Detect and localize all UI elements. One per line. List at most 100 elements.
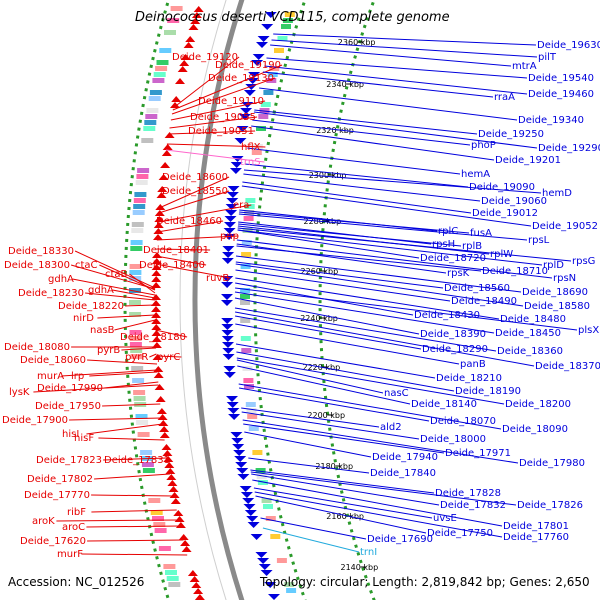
- right-gene-label[interactable]: Deide_18690: [522, 287, 588, 298]
- left-gene-label[interactable]: Deide_18220: [58, 301, 124, 312]
- left-gene-label[interactable]: Deide_18230: [18, 288, 84, 299]
- left-gene-label[interactable]: Deide_19055: [190, 112, 256, 123]
- left-gene-label[interactable]: Deide_18401: [143, 245, 209, 256]
- right-gene-label[interactable]: Deide_18580: [524, 301, 590, 312]
- right-gene-label[interactable]: Deide_18360: [497, 346, 563, 357]
- left-gene-label[interactable]: Deide_18550: [162, 186, 228, 197]
- left-gene-label[interactable]: Deide_18180: [120, 332, 186, 343]
- right-gene-label[interactable]: Deide_18210: [436, 373, 502, 384]
- right-gene-label[interactable]: Deide_18710: [482, 266, 548, 277]
- right-gene-label[interactable]: Deide_19052: [532, 221, 598, 232]
- right-gene-label[interactable]: Deide_18430: [414, 310, 480, 321]
- left-gene-label[interactable]: Deide_19190: [215, 60, 281, 71]
- right-gene-label[interactable]: uvsE: [433, 513, 457, 524]
- left-gene-label[interactable]: Deide_17823: [36, 455, 102, 466]
- right-gene-label[interactable]: phoP: [471, 140, 496, 151]
- right-gene-label[interactable]: Deide_17980: [519, 458, 585, 469]
- right-gene-label[interactable]: Deide_19012: [472, 208, 538, 219]
- right-gene-label[interactable]: Deide_17828: [435, 488, 501, 499]
- left-gene-label[interactable]: Deide_19110: [198, 96, 264, 107]
- left-gene-label[interactable]: lysK: [9, 387, 30, 398]
- right-gene-label[interactable]: nasC: [384, 388, 409, 399]
- right-gene-label[interactable]: Deide_18190: [455, 386, 521, 397]
- right-gene-label[interactable]: Deide_17940: [372, 452, 438, 463]
- right-gene-label[interactable]: Deide_17690: [367, 534, 433, 545]
- right-gene-label[interactable]: Deide_18390: [420, 329, 486, 340]
- right-gene-label[interactable]: rpsK: [447, 268, 470, 279]
- right-gene-label[interactable]: Deide_18720: [420, 253, 486, 264]
- left-gene-label[interactable]: Deide_17802: [27, 474, 93, 485]
- right-gene-label[interactable]: fusA: [470, 228, 492, 239]
- right-gene-label[interactable]: Deide_18480: [500, 314, 566, 325]
- right-gene-label[interactable]: Deide_18000: [420, 434, 486, 445]
- right-gene-label[interactable]: Deide_18140: [411, 399, 477, 410]
- right-gene-label[interactable]: Deide_19340: [518, 115, 584, 126]
- right-gene-label[interactable]: Deide_18370: [535, 361, 600, 372]
- right-gene-label[interactable]: Deide_18450: [495, 328, 561, 339]
- right-gene-label[interactable]: Deide_17801: [503, 521, 569, 532]
- right-gene-label[interactable]: plsX: [578, 325, 599, 336]
- left-gene-label[interactable]: pnp: [220, 231, 239, 242]
- right-gene-label[interactable]: Deide_19540: [528, 73, 594, 84]
- right-gene-label[interactable]: Deide_19060: [481, 196, 547, 207]
- right-gene-label[interactable]: Deide_19201: [495, 155, 561, 166]
- right-gene-label[interactable]: Deide_17826: [517, 500, 583, 511]
- left-gene-label[interactable]: ctaC: [75, 260, 98, 271]
- left-gene-label[interactable]: Deide_17990: [37, 383, 103, 394]
- left-gene-label[interactable]: Deide_18460: [156, 216, 222, 227]
- right-gene-label[interactable]: trnI: [360, 547, 377, 558]
- left-gene-label[interactable]: ruvB: [206, 273, 229, 284]
- right-gene-label[interactable]: Deide_18070: [430, 416, 496, 427]
- right-gene-label[interactable]: Deide_19290: [538, 143, 600, 154]
- left-gene-label[interactable]: gdhA: [48, 274, 74, 285]
- right-gene-label[interactable]: rpsG: [572, 256, 595, 267]
- left-gene-label[interactable]: hisF: [74, 433, 94, 444]
- right-gene-label[interactable]: rplB: [462, 241, 482, 252]
- right-gene-label[interactable]: panB: [460, 359, 486, 370]
- left-gene-label[interactable]: hisI: [62, 429, 79, 440]
- left-gene-label[interactable]: ribF: [67, 507, 86, 518]
- left-gene-label[interactable]: aroC: [62, 522, 85, 533]
- left-gene-label[interactable]: murA: [37, 371, 64, 382]
- left-gene-label[interactable]: Deide_18060: [20, 355, 86, 366]
- right-gene-label[interactable]: Deide_19630: [537, 40, 600, 51]
- right-gene-label[interactable]: rraA: [494, 92, 515, 103]
- right-gene-label[interactable]: Deide_17760: [503, 532, 569, 543]
- right-gene-label[interactable]: Deide_17832: [440, 500, 506, 511]
- right-gene-label[interactable]: Deide_17750: [427, 528, 493, 539]
- right-gene-label[interactable]: hemD: [542, 188, 572, 199]
- right-gene-label[interactable]: rpsL: [528, 235, 550, 246]
- left-gene-label[interactable]: Deide_19051: [188, 126, 254, 137]
- left-gene-label[interactable]: nirD: [73, 313, 94, 324]
- left-gene-label[interactable]: pyrR: [125, 352, 148, 363]
- left-gene-label[interactable]: Deide_17900: [2, 415, 68, 426]
- left-gene-label[interactable]: Deide_18400: [139, 260, 205, 271]
- right-gene-label[interactable]: Deide_17971: [445, 448, 511, 459]
- left-gene-label[interactable]: Deide_17831: [104, 455, 170, 466]
- right-gene-label[interactable]: Deide_18490: [451, 296, 517, 307]
- left-gene-label[interactable]: ctaB: [105, 269, 128, 280]
- right-gene-label[interactable]: mtrA: [512, 61, 537, 72]
- left-gene-label[interactable]: Deide_18330: [8, 246, 74, 257]
- left-gene-label[interactable]: era: [233, 200, 249, 211]
- right-gene-label[interactable]: Deide_19090: [469, 182, 535, 193]
- left-gene-label[interactable]: Deide_18080: [4, 342, 70, 353]
- right-gene-label[interactable]: Deide_19460: [528, 89, 594, 100]
- left-gene-label[interactable]: pyrB: [97, 345, 120, 356]
- left-gene-label[interactable]: Deide_17950: [35, 401, 101, 412]
- right-gene-label[interactable]: Deide_18560: [444, 283, 510, 294]
- right-gene-label[interactable]: hemA: [461, 169, 490, 180]
- right-gene-label[interactable]: Deide_18200: [505, 399, 571, 410]
- right-gene-label[interactable]: ald2: [380, 422, 402, 433]
- left-gene-label[interactable]: pyrC: [157, 352, 180, 363]
- right-gene-label[interactable]: rplW: [490, 249, 513, 260]
- right-gene-label[interactable]: pilT: [538, 52, 557, 63]
- right-gene-label[interactable]: rplC: [438, 226, 458, 237]
- right-gene-label[interactable]: Deide_17840: [370, 468, 436, 479]
- right-gene-label[interactable]: Deide_18090: [502, 424, 568, 435]
- left-gene-label[interactable]: lrp: [71, 371, 84, 382]
- left-gene-label[interactable]: nasB: [90, 325, 115, 336]
- left-gene-label[interactable]: Deide_17770: [24, 490, 90, 501]
- left-gene-label[interactable]: trnS: [240, 157, 261, 168]
- left-gene-label[interactable]: gdhA: [88, 285, 114, 296]
